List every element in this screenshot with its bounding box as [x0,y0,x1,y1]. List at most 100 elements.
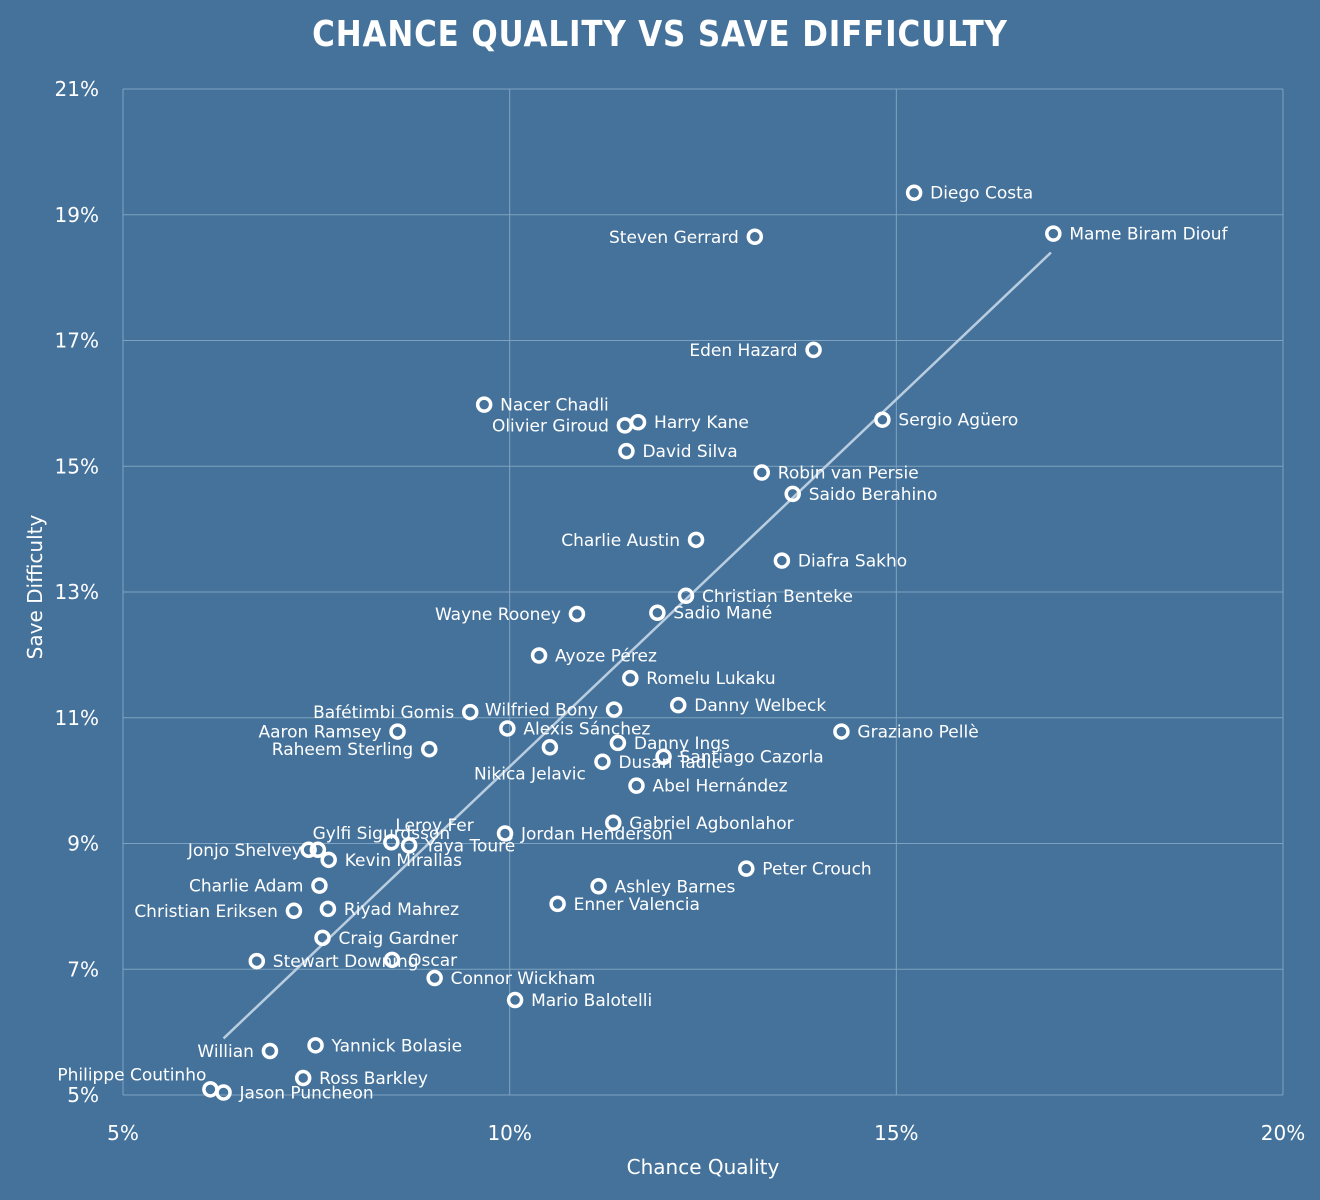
data-point [400,837,418,854]
data-point [618,442,635,460]
data-point [687,531,705,549]
data-point [530,647,548,664]
data-point [285,902,303,920]
point-label: Steven Gerrard [609,228,739,248]
point-label: Graziano Pellè [857,723,978,743]
point-label: Oscar [408,951,457,971]
data-point [568,605,586,623]
point-label: Danny Ings [634,734,730,754]
point-label: Bafétimbi Gomis [313,703,454,723]
chart-title: CHANCE QUALITY VS SAVE DIFFICULTY [312,14,1008,55]
y-tick-label: 5% [67,1083,99,1107]
point-label: Enner Valencia [574,895,700,915]
data-point [753,464,771,481]
data-point [389,723,406,740]
point-label: Dusan Tadic [618,753,720,773]
y-tick-label: 15% [55,454,99,478]
data-point [248,952,266,970]
data-point [461,703,479,721]
y-tick-label: 13% [55,580,99,604]
data-point [309,841,327,859]
point-label: Olivier Giroud [492,416,609,436]
point-label: Sadio Mané [673,604,772,624]
point-label: Yannick Bolasie [331,1036,463,1056]
data-point [319,900,337,918]
point-label: Peter Crouch [762,860,871,880]
point-label: Kevin Mirallas [345,851,462,871]
data-point [314,929,331,947]
data-point [300,841,317,859]
x-tick-label: 5% [107,1121,139,1145]
point-label: Sergio Agüero [898,411,1018,431]
point-label: David Silva [642,442,737,462]
data-point [655,748,672,765]
point-label: Nacer Chadli [500,396,609,416]
point-label: Santiago Cazorla [680,748,824,768]
point-label: Ayoze Pérez [555,647,657,667]
data-point [499,720,516,737]
point-label: Robin van Persie [778,464,919,484]
data-point [649,604,666,621]
point-label: Aaron Ramsey [258,723,381,743]
data-point [383,833,400,851]
x-tick-label: 20% [1261,1121,1305,1145]
data-point [622,669,639,687]
data-point [383,951,401,969]
point-label: Jason Puncheon [239,1083,374,1103]
point-label: Wayne Rooney [435,605,561,625]
trendline [222,251,1052,1040]
data-point [475,396,493,413]
point-label: Craig Gardner [339,929,459,949]
data-point [549,895,566,913]
data-point [905,184,923,201]
point-label: Jordan Henderson [520,824,673,844]
data-point [677,587,695,605]
point-label: Raheem Sterling [272,740,413,760]
trendline-group [222,251,1052,1040]
point-label: Mario Balotelli [531,991,652,1011]
point-label: Ross Barkley [319,1069,428,1089]
point-label: Charlie Adam [189,877,303,897]
data-point [311,877,328,894]
data-point [420,740,438,758]
data-point [746,228,764,246]
data-point [496,825,514,842]
point-label: Diego Costa [930,184,1033,204]
data-point [541,739,559,756]
data-point [628,777,645,794]
data-point [590,878,607,895]
data-point [784,485,801,503]
point-label: Yaya Touré [424,836,515,856]
point-label: Abel Hernández [652,777,787,797]
data-point [320,851,337,869]
point-label: Gylfi Sigurdsson [313,824,451,844]
x-axis-label: Chance Quality [627,1155,780,1179]
point-label: Ashley Barnes [615,877,736,897]
point-label: Romelu Lukaku [646,669,775,689]
data-point [616,417,634,434]
point-label: Saido Berahino [809,485,938,505]
y-tick-label: 17% [55,329,99,353]
data-point [805,341,822,359]
point-label: Wilfried Bony [485,701,598,721]
point-label: Jonjo Shelvey [187,841,302,861]
point-labels: Diego Costa Mame Biram Diouf Steven Gerrar… [57,184,1228,1104]
data-point [307,1037,324,1054]
data-point [594,753,611,771]
x-axis-ticks: 5% 10% 15% 20% [107,1121,1305,1145]
data-point [605,701,623,718]
data-point [261,1042,279,1060]
y-tick-label: 11% [55,706,99,730]
point-label: Mame Biram Diouf [1069,225,1228,245]
point-label: Philippe Coutinho [57,1065,206,1085]
data-point [874,411,891,428]
data-point [1045,225,1062,242]
data-point [426,969,443,987]
x-tick-label: 10% [487,1121,531,1145]
y-tick-label: 7% [67,957,99,981]
point-label: Danny Welbeck [694,696,826,716]
data-point [833,723,850,740]
data-point [215,1084,232,1101]
y-tick-label: 9% [67,832,99,856]
x-tick-label: 15% [874,1121,918,1145]
